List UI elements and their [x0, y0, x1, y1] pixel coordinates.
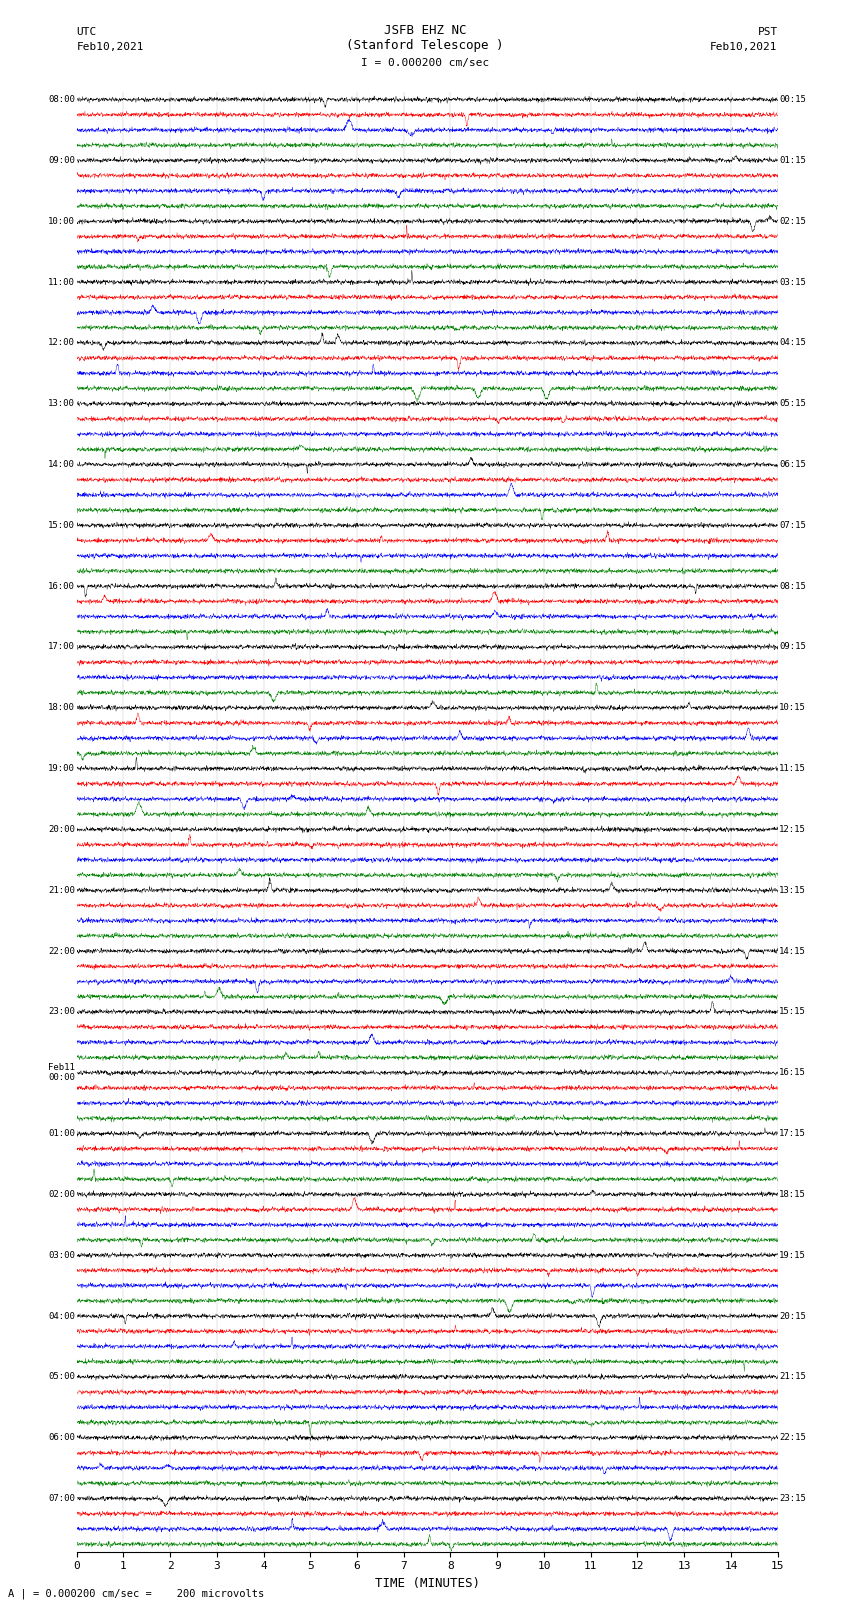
Text: 15:15: 15:15 — [779, 1008, 806, 1016]
Text: 04:15: 04:15 — [779, 339, 806, 347]
Text: UTC: UTC — [76, 27, 97, 37]
Text: 02:00: 02:00 — [48, 1190, 75, 1198]
Text: Feb11
00:00: Feb11 00:00 — [48, 1063, 75, 1082]
Text: 02:15: 02:15 — [779, 216, 806, 226]
Text: 18:15: 18:15 — [779, 1190, 806, 1198]
Text: 23:15: 23:15 — [779, 1494, 806, 1503]
Text: 04:00: 04:00 — [48, 1311, 75, 1321]
Text: 09:15: 09:15 — [779, 642, 806, 652]
Text: 00:15: 00:15 — [779, 95, 806, 105]
Text: I = 0.000200 cm/sec: I = 0.000200 cm/sec — [361, 58, 489, 68]
Text: Feb10,2021: Feb10,2021 — [711, 42, 778, 52]
Text: 01:15: 01:15 — [779, 156, 806, 165]
Text: JSFB EHZ NC: JSFB EHZ NC — [383, 24, 467, 37]
Text: 21:15: 21:15 — [779, 1373, 806, 1381]
Text: A | = 0.000200 cm/sec =    200 microvolts: A | = 0.000200 cm/sec = 200 microvolts — [8, 1589, 264, 1598]
Text: 11:00: 11:00 — [48, 277, 75, 287]
Text: 07:00: 07:00 — [48, 1494, 75, 1503]
Text: 22:15: 22:15 — [779, 1434, 806, 1442]
Text: 18:00: 18:00 — [48, 703, 75, 713]
Text: 09:00: 09:00 — [48, 156, 75, 165]
Text: 11:15: 11:15 — [779, 765, 806, 773]
Text: 19:15: 19:15 — [779, 1250, 806, 1260]
Text: 12:15: 12:15 — [779, 824, 806, 834]
Text: 21:00: 21:00 — [48, 886, 75, 895]
Text: 23:00: 23:00 — [48, 1008, 75, 1016]
Text: Feb10,2021: Feb10,2021 — [76, 42, 144, 52]
Text: 08:15: 08:15 — [779, 582, 806, 590]
Text: 08:00: 08:00 — [48, 95, 75, 105]
Text: 20:15: 20:15 — [779, 1311, 806, 1321]
Text: 03:15: 03:15 — [779, 277, 806, 287]
Text: 01:00: 01:00 — [48, 1129, 75, 1139]
Text: 10:15: 10:15 — [779, 703, 806, 713]
Text: 10:00: 10:00 — [48, 216, 75, 226]
Text: 07:15: 07:15 — [779, 521, 806, 529]
Text: 12:00: 12:00 — [48, 339, 75, 347]
Text: 13:00: 13:00 — [48, 398, 75, 408]
Text: 06:15: 06:15 — [779, 460, 806, 469]
Text: (Stanford Telescope ): (Stanford Telescope ) — [346, 39, 504, 52]
Text: 15:00: 15:00 — [48, 521, 75, 529]
Text: 13:15: 13:15 — [779, 886, 806, 895]
Text: 17:15: 17:15 — [779, 1129, 806, 1139]
Text: PST: PST — [757, 27, 778, 37]
Text: 05:15: 05:15 — [779, 398, 806, 408]
Text: 03:00: 03:00 — [48, 1250, 75, 1260]
Text: 17:00: 17:00 — [48, 642, 75, 652]
Text: 19:00: 19:00 — [48, 765, 75, 773]
Text: 16:00: 16:00 — [48, 582, 75, 590]
Text: 06:00: 06:00 — [48, 1434, 75, 1442]
Text: 14:00: 14:00 — [48, 460, 75, 469]
Text: 20:00: 20:00 — [48, 824, 75, 834]
Text: 05:00: 05:00 — [48, 1373, 75, 1381]
X-axis label: TIME (MINUTES): TIME (MINUTES) — [375, 1578, 479, 1590]
Text: 16:15: 16:15 — [779, 1068, 806, 1077]
Text: 14:15: 14:15 — [779, 947, 806, 955]
Text: 22:00: 22:00 — [48, 947, 75, 955]
